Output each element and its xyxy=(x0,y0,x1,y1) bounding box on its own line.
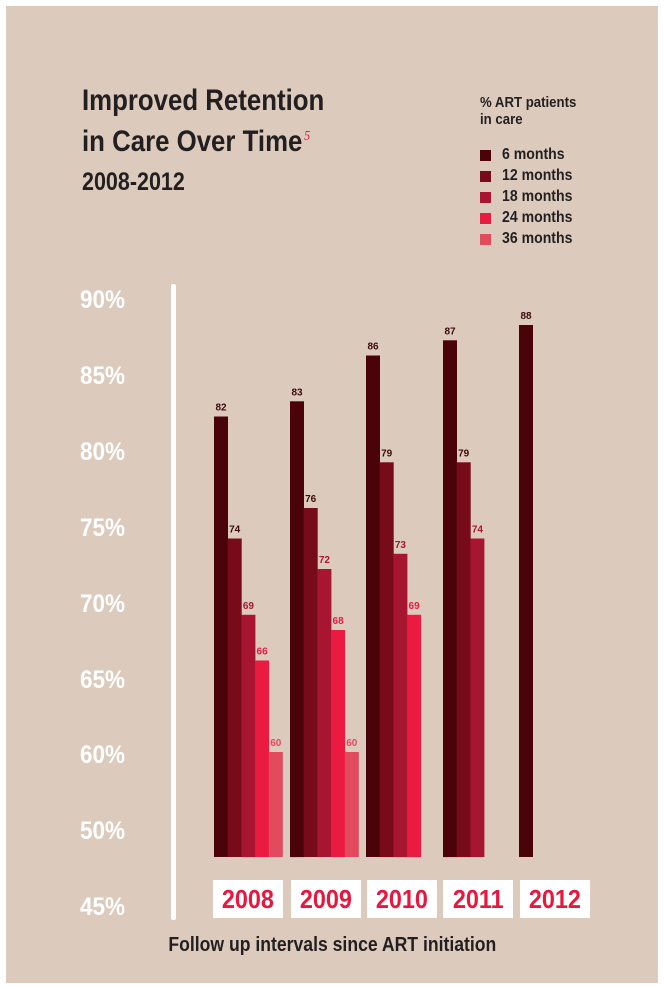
y-axis-line xyxy=(171,284,176,920)
y-tick-label: 80% xyxy=(80,437,126,466)
x-category-text: 2009 xyxy=(299,883,353,914)
legend-item: 24 months xyxy=(480,208,582,228)
legend-swatch xyxy=(480,170,491,182)
bar xyxy=(290,401,304,858)
bar xyxy=(519,325,533,857)
y-tick-label: 50% xyxy=(80,817,126,846)
bar-value-label: 74 xyxy=(229,525,241,536)
x-category-label: 2012 xyxy=(520,880,590,918)
bar-value-label: 82 xyxy=(215,403,227,414)
legend-title: % ART patients in care xyxy=(480,94,577,128)
bar-value-label: 74 xyxy=(472,525,484,536)
legend-swatch xyxy=(480,212,491,224)
bar-value-label: 79 xyxy=(381,448,393,459)
x-category-label: 2010 xyxy=(367,880,437,918)
y-tick-label: 45% xyxy=(80,893,126,922)
legend-swatch xyxy=(480,149,491,161)
chart-title-line2: in Care Over Time 5 xyxy=(82,120,310,159)
x-axis-label: Follow up intervals since ART initiation xyxy=(0,934,664,957)
bar-value-label: 60 xyxy=(270,738,282,749)
x-axis-label-text: Follow up intervals since ART initiation xyxy=(168,934,496,956)
bar xyxy=(456,462,471,858)
y-tick-label: 60% xyxy=(80,741,126,770)
bar-value-label: 69 xyxy=(409,601,421,612)
bar-value-label: 73 xyxy=(395,540,407,551)
bar-value-label: 69 xyxy=(243,601,255,612)
legend-label: 6 months xyxy=(502,146,565,163)
legend-label: 24 months xyxy=(502,209,573,226)
legend-item: 12 months xyxy=(480,166,582,186)
legend-item: 36 months xyxy=(480,229,582,249)
x-category-label: 2009 xyxy=(291,880,361,918)
x-category-label: 2008 xyxy=(213,880,283,918)
bar xyxy=(470,538,485,857)
legend-swatch xyxy=(480,233,491,245)
y-tick-label: 75% xyxy=(80,513,126,542)
x-category-text: 2011 xyxy=(452,883,504,914)
bar xyxy=(214,416,228,857)
bar-value-label: 88 xyxy=(520,311,532,322)
bar-value-label: 86 xyxy=(367,342,379,353)
bar xyxy=(303,508,318,857)
bar xyxy=(255,660,270,857)
x-category-text: 2012 xyxy=(528,883,582,914)
bar xyxy=(393,553,408,858)
y-tick-label: 85% xyxy=(80,361,126,390)
bar-value-label: 66 xyxy=(257,647,269,658)
y-tick-label: 65% xyxy=(80,665,126,694)
legend-label: 36 months xyxy=(502,230,573,247)
x-category-text: 2008 xyxy=(221,883,275,914)
bar-value-label: 83 xyxy=(291,387,303,398)
y-tick-label: 70% xyxy=(80,589,126,618)
bar xyxy=(317,569,332,857)
bar xyxy=(268,752,283,857)
bar xyxy=(443,340,457,858)
legend-item: 18 months xyxy=(480,187,582,207)
bar-value-label: 72 xyxy=(319,555,331,566)
chart-title-line1: Improved Retention xyxy=(82,84,325,117)
footnote-marker: 5 xyxy=(304,129,311,144)
bar xyxy=(407,614,422,858)
bar xyxy=(227,538,242,857)
bar xyxy=(241,614,256,858)
x-category-text: 2010 xyxy=(375,883,429,914)
legend-label: 12 months xyxy=(502,167,573,184)
chart-title-line2-text: in Care Over Time xyxy=(82,125,303,158)
bar-value-label: 68 xyxy=(333,616,345,627)
x-category-label: 2011 xyxy=(443,880,513,918)
bar-value-label: 79 xyxy=(458,448,470,459)
y-tick-label: 90% xyxy=(80,286,126,314)
bar-value-label: 87 xyxy=(444,326,456,337)
bar xyxy=(366,355,380,857)
bar xyxy=(344,752,359,857)
bar-value-label: 76 xyxy=(305,494,317,505)
bar xyxy=(379,462,394,858)
bar-value-label: 60 xyxy=(346,738,358,749)
legend-label: 18 months xyxy=(502,188,573,205)
legend-item: 6 months xyxy=(480,145,573,165)
bar xyxy=(331,630,346,857)
chart-subtitle: 2008-2012 xyxy=(82,168,185,196)
legend-swatch xyxy=(480,191,491,203)
